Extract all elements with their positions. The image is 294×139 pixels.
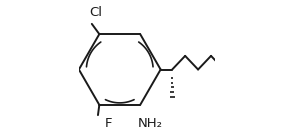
Text: Cl: Cl	[89, 7, 102, 19]
Text: F: F	[104, 117, 112, 130]
Text: NH₂: NH₂	[138, 117, 163, 130]
